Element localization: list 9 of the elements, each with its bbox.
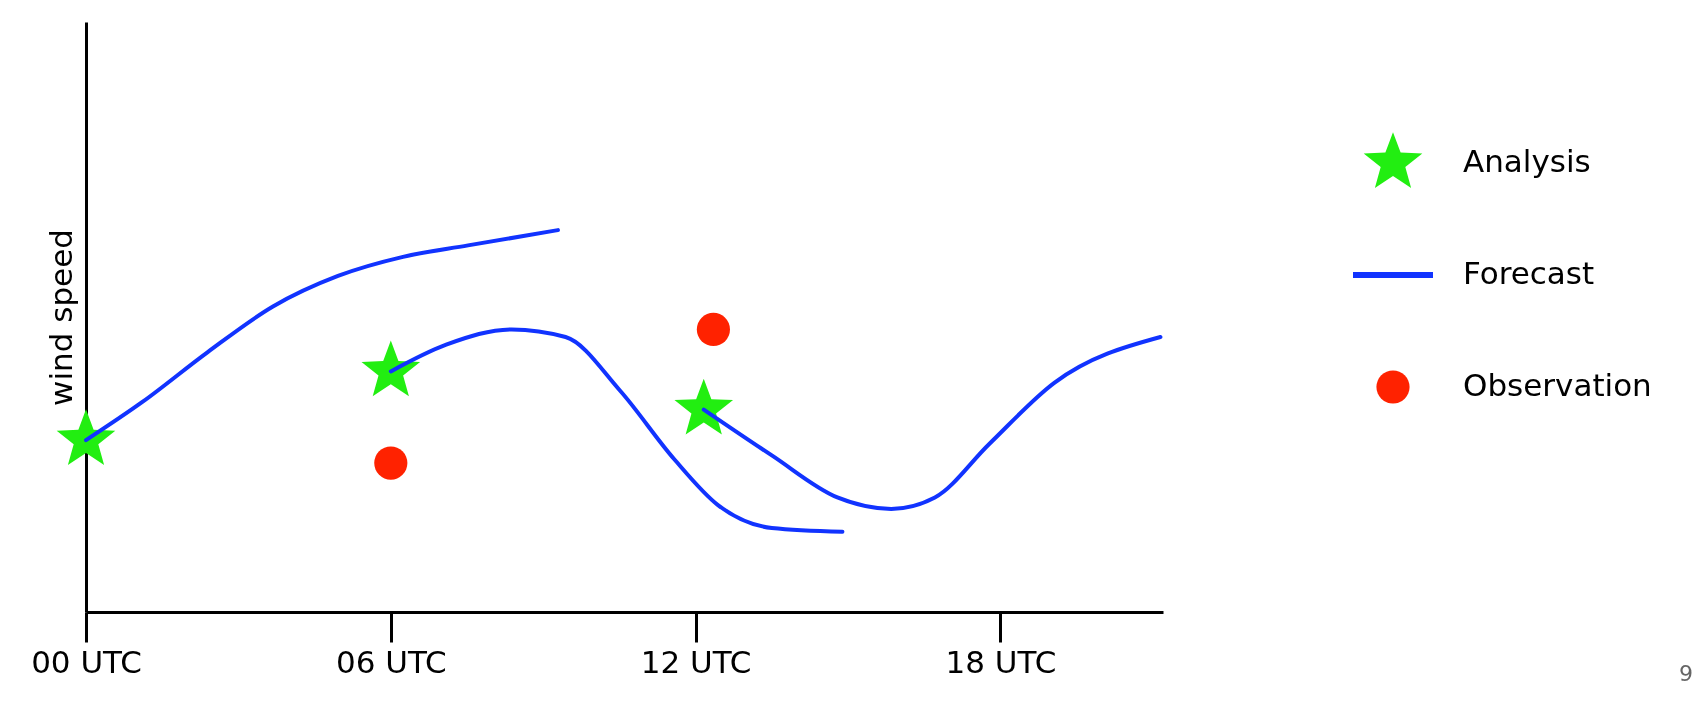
y-axis-title: wind speed (42, 229, 79, 406)
x-tick-label: 12 UTC (640, 643, 752, 680)
legend-label: Analysis (1463, 143, 1591, 179)
text: 9 (1679, 661, 1693, 686)
legend-label: Observation (1463, 367, 1652, 403)
x-tick-label: 00 UTC (31, 643, 142, 680)
legend-label: Forecast (1463, 255, 1595, 291)
x-tick-label: 18 UTC (945, 643, 1057, 680)
x-tick-label: 06 UTC (335, 643, 447, 680)
